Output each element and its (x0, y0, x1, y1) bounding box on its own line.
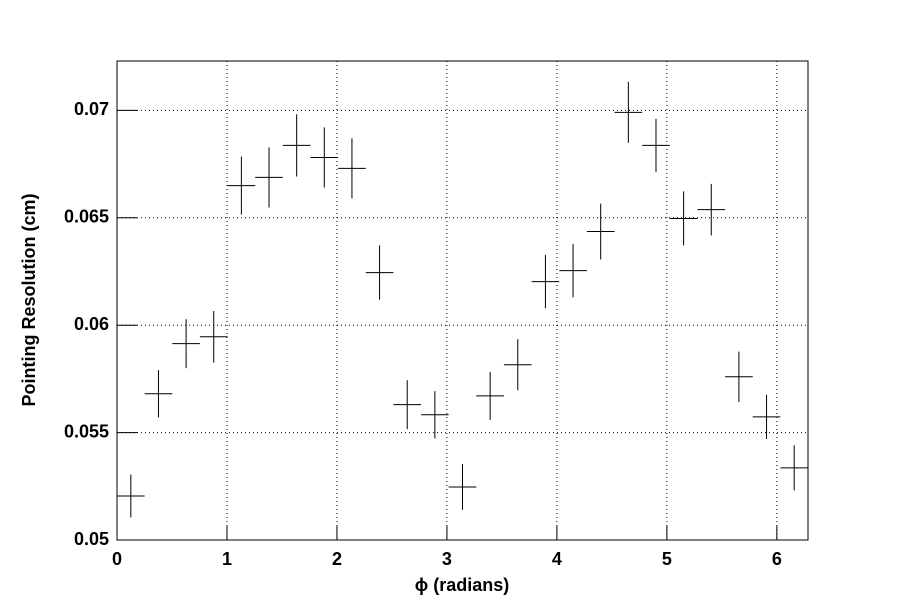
y-tick-label: 0.07 (74, 99, 109, 119)
y-axis-label: Pointing Resolution (cm) (19, 194, 39, 407)
y-tick-label: 0.06 (74, 314, 109, 334)
y-tick-label: 0.05 (74, 529, 109, 549)
x-tick-label: 3 (442, 549, 452, 569)
y-tick-label: 0.055 (64, 421, 109, 441)
x-axis-label: ϕ (radians) (415, 575, 510, 595)
x-tick-label: 0 (112, 549, 122, 569)
frame (116, 60, 809, 541)
y-tick-label: 0.065 (64, 207, 109, 227)
x-tick-label: 6 (772, 549, 782, 569)
x-tick-label: 2 (332, 549, 342, 569)
x-tick-label: 5 (662, 549, 672, 569)
x-tick-label: 4 (552, 549, 562, 569)
x-tick-label: 1 (222, 549, 232, 569)
